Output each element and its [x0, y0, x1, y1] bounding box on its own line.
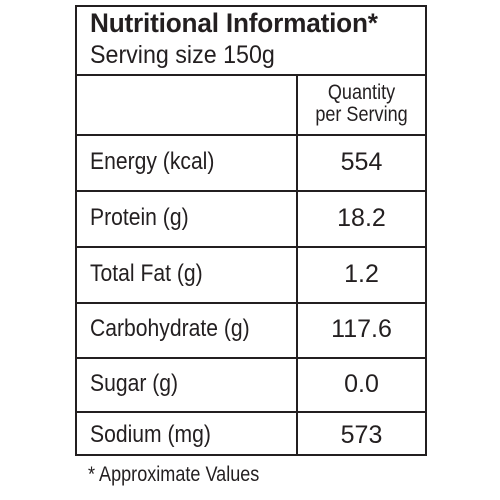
nutrient-label: Energy (kcal)	[90, 148, 215, 175]
nutrient-value: 0.0	[344, 370, 379, 398]
nutrient-label: Total Fat (g)	[90, 260, 203, 287]
column-header-line-2: per Serving	[315, 103, 408, 126]
table-row: Carbohydrate (g) 117.6	[77, 304, 425, 359]
table-row: Sodium (mg) 573	[77, 413, 425, 454]
serving-size: Serving size 150g	[90, 41, 275, 69]
nutrient-label: Carbohydrate (g)	[90, 315, 250, 342]
column-header-row: Quantity per Serving	[77, 74, 425, 136]
nutrient-value: 117.6	[331, 315, 392, 343]
footnote: * Approximate Values	[88, 463, 260, 486]
nutrient-value: 18.2	[337, 204, 386, 232]
nutrient-value: 1.2	[344, 260, 379, 288]
nutrition-header: Nutritional Information* Serving size 15…	[77, 7, 425, 76]
nutrient-value: 554	[340, 148, 383, 176]
nutrition-title: Nutritional Information*	[90, 8, 378, 38]
table-row: Protein (g) 18.2	[77, 192, 425, 248]
column-divider	[296, 74, 298, 454]
nutrition-facts-panel: Nutritional Information* Serving size 15…	[75, 5, 427, 456]
nutrient-value: 573	[340, 421, 383, 449]
column-header-line-1: Quantity	[327, 81, 396, 104]
quantity-column-header: Quantity per Serving	[307, 82, 416, 126]
table-row: Sugar (g) 0.0	[77, 359, 425, 413]
nutrient-label: Sugar (g)	[90, 370, 179, 397]
table-row: Energy (kcal) 554	[77, 136, 425, 192]
nutrient-label: Protein (g)	[90, 204, 189, 231]
nutrient-label: Sodium (mg)	[90, 421, 211, 448]
table-row: Total Fat (g) 1.2	[77, 248, 425, 304]
